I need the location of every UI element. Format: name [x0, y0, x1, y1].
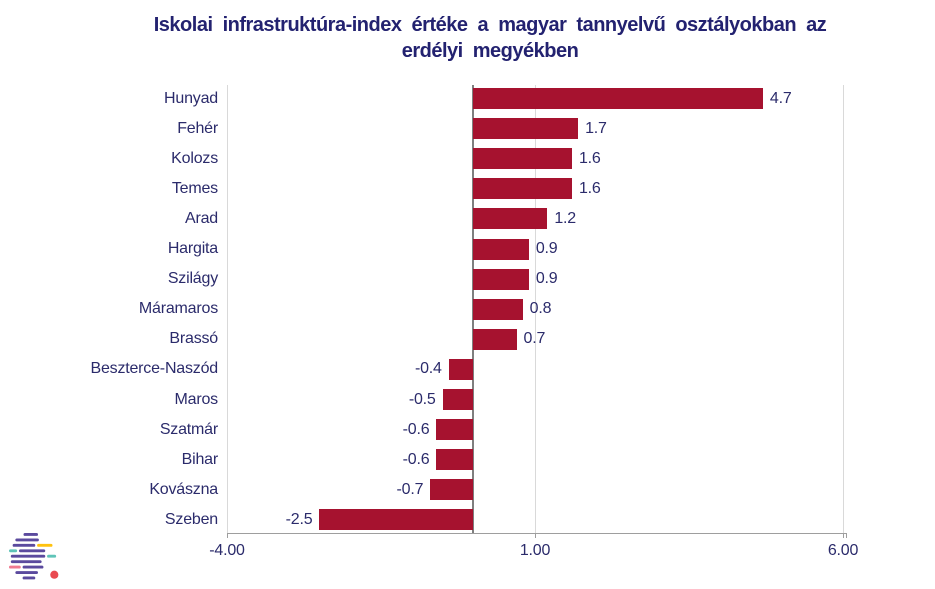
category-label: Szatmár	[159, 420, 218, 438]
x-tick-label: 1.00	[519, 542, 551, 559]
category-label: Kolozs	[171, 149, 218, 167]
bar	[473, 208, 548, 230]
value-label: 0.7	[523, 330, 546, 348]
category-label: Máramaros	[138, 300, 218, 318]
category-label: Szilágy	[167, 270, 218, 288]
bar	[436, 419, 474, 441]
bar	[436, 449, 474, 471]
value-label: 4.7	[769, 89, 792, 107]
value-label: -0.6	[402, 420, 430, 438]
category-label: Fehér	[177, 119, 218, 137]
category-label: Kovászna	[149, 480, 218, 498]
category-label: Brassó	[169, 330, 218, 348]
gridline--4.00	[226, 85, 228, 533]
category-label: Beszterce-Naszód	[90, 360, 218, 378]
chart-title-line-1: Iskolai infrastruktúra-index értéke a ma…	[153, 14, 827, 36]
x-axis-tick	[535, 533, 536, 538]
x-axis-line	[227, 533, 846, 534]
x-axis-end-tick	[846, 533, 847, 538]
value-label: -2.5	[285, 510, 313, 528]
bar	[473, 238, 529, 260]
category-label: Arad	[185, 209, 218, 227]
category-label: Hargita	[167, 240, 218, 257]
bar	[473, 298, 523, 320]
chart-title-line-2: erdélyi megyékben	[401, 40, 579, 62]
chart-title: Iskolai infrastruktúra-index értéke a ma…	[55, 12, 925, 64]
bar	[448, 358, 474, 380]
value-label: 0.8	[529, 300, 552, 318]
category-label: Temes	[171, 179, 218, 197]
bar	[473, 148, 572, 170]
x-axis-tick	[227, 533, 228, 538]
value-label: 1.7	[585, 119, 607, 137]
bar	[473, 328, 517, 350]
value-label: 0.9	[535, 270, 558, 288]
category-label: Szeben	[164, 510, 218, 528]
bar	[473, 268, 529, 290]
bar	[473, 178, 572, 200]
x-tick-label: 6.00	[827, 542, 859, 559]
value-label: 1.2	[554, 209, 576, 227]
x-tick-label: -4.00	[209, 542, 245, 559]
value-label: -0.5	[408, 390, 436, 408]
category-label: Hunyad	[164, 89, 218, 107]
value-label: 0.9	[535, 240, 558, 257]
category-label: Bihar	[181, 450, 219, 468]
gridline-1.00	[534, 85, 536, 533]
logo-red-dot	[50, 570, 59, 579]
value-label: 1.6	[578, 179, 601, 197]
gridline-6.00	[842, 85, 844, 533]
bar	[473, 88, 763, 109]
value-label: -0.6	[402, 450, 430, 468]
striped-globe-logo-icon	[9, 533, 59, 580]
logo-stripes	[9, 533, 59, 580]
value-label: -0.7	[396, 480, 424, 498]
x-axis-tick	[843, 533, 844, 538]
value-label: -0.4	[414, 360, 442, 378]
bar	[442, 389, 474, 410]
bar	[473, 118, 579, 140]
bar	[319, 509, 474, 531]
bar	[430, 479, 474, 501]
value-label: 1.6	[578, 149, 601, 167]
category-label: Maros	[174, 390, 219, 408]
